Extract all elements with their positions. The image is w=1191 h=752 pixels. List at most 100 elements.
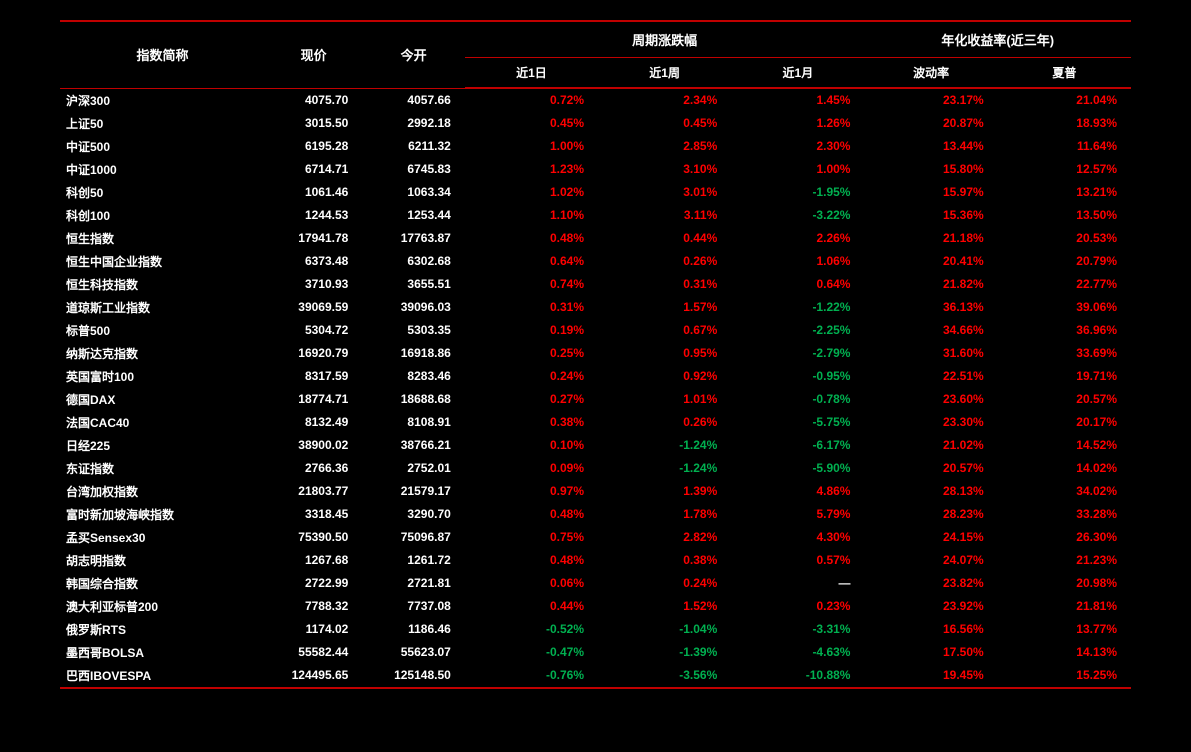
cell: 英国富时100 <box>60 365 265 388</box>
cell: 55582.44 <box>265 641 362 664</box>
cell: — <box>731 572 864 595</box>
cell: 19.45% <box>864 664 997 688</box>
cell: 0.24% <box>598 572 731 595</box>
table-row: 道琼斯工业指数39069.5939096.030.31%1.57%-1.22%3… <box>60 296 1131 319</box>
col-vol: 波动率 <box>864 58 997 89</box>
cell: 20.41% <box>864 250 997 273</box>
cell: 75390.50 <box>265 526 362 549</box>
table-row: 澳大利亚标普2007788.327737.080.44%1.52%0.23%23… <box>60 595 1131 618</box>
cell: 恒生中国企业指数 <box>60 250 265 273</box>
cell: -3.56% <box>598 664 731 688</box>
cell: 7788.32 <box>265 595 362 618</box>
cell: 24.15% <box>864 526 997 549</box>
cell: 13.44% <box>864 135 997 158</box>
cell: 39096.03 <box>362 296 464 319</box>
cell: 0.74% <box>465 273 598 296</box>
cell: 0.24% <box>465 365 598 388</box>
cell: 澳大利亚标普200 <box>60 595 265 618</box>
cell: 0.25% <box>465 342 598 365</box>
cell: 0.09% <box>465 457 598 480</box>
cell: 16.56% <box>864 618 997 641</box>
cell: 1.02% <box>465 181 598 204</box>
table-row: 德国DAX18774.7118688.680.27%1.01%-0.78%23.… <box>60 388 1131 411</box>
cell: 4.30% <box>731 526 864 549</box>
cell: -2.79% <box>731 342 864 365</box>
cell: 22.77% <box>998 273 1131 296</box>
cell: 4.86% <box>731 480 864 503</box>
cell: 2.30% <box>731 135 864 158</box>
cell: 2766.36 <box>265 457 362 480</box>
cell: 15.80% <box>864 158 997 181</box>
table-row: 东证指数2766.362752.010.09%-1.24%-5.90%20.57… <box>60 457 1131 480</box>
cell: 16918.86 <box>362 342 464 365</box>
cell: 0.45% <box>465 112 598 135</box>
cell: 20.57% <box>998 388 1131 411</box>
cell: 1.26% <box>731 112 864 135</box>
cell: 28.23% <box>864 503 997 526</box>
cell: 1.78% <box>598 503 731 526</box>
cell: 巴西IBOVESPA <box>60 664 265 688</box>
cell: 20.53% <box>998 227 1131 250</box>
cell: 21579.17 <box>362 480 464 503</box>
cell: 125148.50 <box>362 664 464 688</box>
cell: 4075.70 <box>265 88 362 112</box>
cell: 20.79% <box>998 250 1131 273</box>
cell: 上证50 <box>60 112 265 135</box>
cell: 18688.68 <box>362 388 464 411</box>
table-row: 纳斯达克指数16920.7916918.860.25%0.95%-2.79%31… <box>60 342 1131 365</box>
cell: 韩国综合指数 <box>60 572 265 595</box>
cell: 1.39% <box>598 480 731 503</box>
cell: -1.39% <box>598 641 731 664</box>
cell: 3318.45 <box>265 503 362 526</box>
cell: 0.44% <box>465 595 598 618</box>
cell: -2.25% <box>731 319 864 342</box>
cell: 0.45% <box>598 112 731 135</box>
cell: 1.23% <box>465 158 598 181</box>
col-open: 今开 <box>362 21 464 88</box>
table-row: 英国富时1008317.598283.460.24%0.92%-0.95%22.… <box>60 365 1131 388</box>
table-row: 孟买Sensex3075390.5075096.870.75%2.82%4.30… <box>60 526 1131 549</box>
cell: 14.13% <box>998 641 1131 664</box>
cell: 0.67% <box>598 319 731 342</box>
cell: 6302.68 <box>362 250 464 273</box>
cell: 0.06% <box>465 572 598 595</box>
col-1w: 近1周 <box>598 58 731 89</box>
table-row: 胡志明指数1267.681261.720.48%0.38%0.57%24.07%… <box>60 549 1131 572</box>
cell: 2992.18 <box>362 112 464 135</box>
cell: 1253.44 <box>362 204 464 227</box>
cell: 4057.66 <box>362 88 464 112</box>
cell: -5.90% <box>731 457 864 480</box>
cell: 0.26% <box>598 411 731 434</box>
cell: 14.52% <box>998 434 1131 457</box>
cell: 0.95% <box>598 342 731 365</box>
cell: 22.51% <box>864 365 997 388</box>
cell: 18.93% <box>998 112 1131 135</box>
cell: 20.57% <box>864 457 997 480</box>
table-row: 墨西哥BOLSA55582.4455623.07-0.47%-1.39%-4.6… <box>60 641 1131 664</box>
cell: 1.45% <box>731 88 864 112</box>
cell: 0.64% <box>465 250 598 273</box>
cell: 日经225 <box>60 434 265 457</box>
cell: 38766.21 <box>362 434 464 457</box>
cell: 1.57% <box>598 296 731 319</box>
cell: 1244.53 <box>265 204 362 227</box>
cell: 2.85% <box>598 135 731 158</box>
cell: 38900.02 <box>265 434 362 457</box>
table-container: 指数简称 现价 今开 周期涨跌幅 年化收益率(近三年) 近1日 近1周 近1月 … <box>0 0 1191 699</box>
cell: 1063.34 <box>362 181 464 204</box>
cell: 21.18% <box>864 227 997 250</box>
cell: 纳斯达克指数 <box>60 342 265 365</box>
cell: 0.72% <box>465 88 598 112</box>
cell: -10.88% <box>731 664 864 688</box>
index-table: 指数简称 现价 今开 周期涨跌幅 年化收益率(近三年) 近1日 近1周 近1月 … <box>60 20 1131 689</box>
cell: 18774.71 <box>265 388 362 411</box>
cell: 0.48% <box>465 549 598 572</box>
col-1m: 近1月 <box>731 58 864 89</box>
cell: -0.78% <box>731 388 864 411</box>
cell: 20.87% <box>864 112 997 135</box>
cell: 6373.48 <box>265 250 362 273</box>
cell: 8108.91 <box>362 411 464 434</box>
table-row: 上证503015.502992.180.45%0.45%1.26%20.87%1… <box>60 112 1131 135</box>
table-row: 俄罗斯RTS1174.021186.46-0.52%-1.04%-3.31%16… <box>60 618 1131 641</box>
cell: 23.60% <box>864 388 997 411</box>
